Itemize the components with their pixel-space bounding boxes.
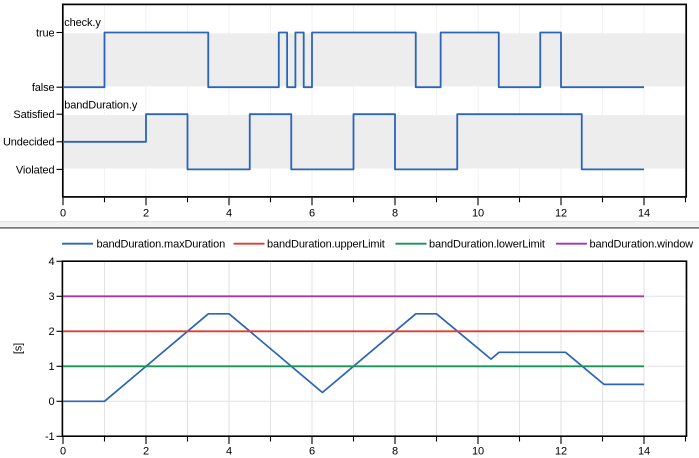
svg-text:Violated: Violated	[16, 164, 55, 176]
svg-text:true: true	[36, 27, 54, 39]
svg-text:0: 0	[60, 445, 66, 457]
svg-text:2: 2	[143, 445, 149, 457]
svg-text:2: 2	[49, 326, 55, 338]
svg-text:4: 4	[49, 256, 55, 268]
svg-text:4: 4	[226, 445, 232, 457]
svg-text:10: 10	[472, 207, 484, 219]
svg-text:Satisfied: Satisfied	[13, 109, 54, 121]
svg-text:bandDuration.window: bandDuration.window	[590, 239, 694, 251]
svg-text:check.y: check.y	[64, 17, 101, 29]
svg-text:0: 0	[60, 207, 66, 219]
svg-text:bandDuration.upperLimit: bandDuration.upperLimit	[267, 239, 385, 251]
svg-text:14: 14	[638, 445, 650, 457]
svg-text:bandDuration.y: bandDuration.y	[64, 99, 138, 111]
svg-text:0: 0	[49, 396, 55, 408]
svg-text:10: 10	[472, 445, 484, 457]
svg-text:3: 3	[49, 291, 55, 303]
svg-text:bandDuration.maxDuration: bandDuration.maxDuration	[97, 239, 226, 251]
svg-text:2: 2	[143, 207, 149, 219]
svg-text:8: 8	[392, 207, 398, 219]
svg-text:-1: -1	[45, 431, 55, 443]
svg-text:false: false	[32, 82, 55, 94]
svg-text:12: 12	[555, 207, 567, 219]
svg-text:6: 6	[309, 207, 315, 219]
svg-text:bandDuration.lowerLimit: bandDuration.lowerLimit	[429, 239, 545, 251]
svg-text:6: 6	[309, 445, 315, 457]
svg-text:1: 1	[49, 361, 55, 373]
svg-text:4: 4	[226, 207, 232, 219]
svg-text:Undecided: Undecided	[3, 137, 55, 149]
svg-text:12: 12	[555, 445, 567, 457]
svg-text:8: 8	[392, 445, 398, 457]
svg-text:14: 14	[638, 207, 650, 219]
svg-text:[s]: [s]	[12, 343, 24, 354]
